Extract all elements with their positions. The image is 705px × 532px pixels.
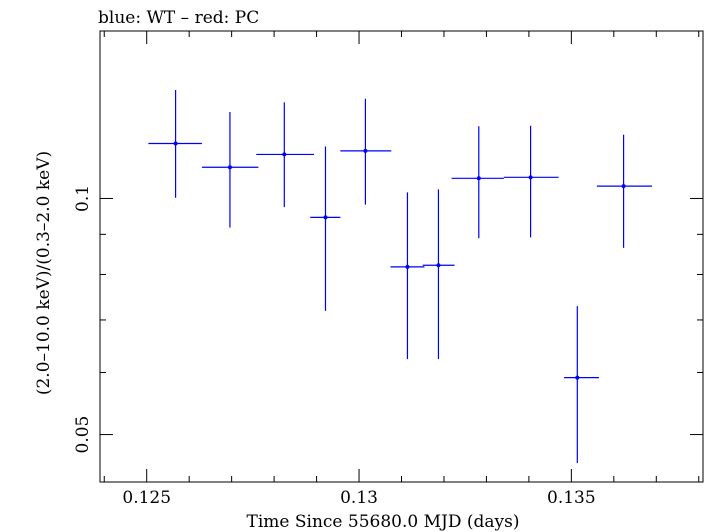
y-tick-label: 0.1: [73, 185, 93, 212]
data-point-group: [596, 134, 653, 248]
data-point-group: [148, 89, 202, 198]
x-axis-label: Time Since 55680.0 MJD (days): [247, 512, 520, 532]
data-point: [621, 184, 626, 189]
plot-frame: [99, 30, 704, 483]
chart-title: blue: WT – red: PC: [98, 8, 259, 28]
y-tick-label: 0.05: [73, 416, 93, 454]
data-point: [227, 165, 232, 170]
data-point: [575, 375, 580, 380]
y-axis-label: (2.0–10.0 keV)/(0.3–2.0 keV): [34, 151, 54, 395]
data-point-group: [503, 125, 559, 238]
data-point-group: [422, 189, 455, 360]
data-point: [528, 175, 533, 180]
x-tick-label: 0.135: [547, 488, 596, 508]
data-point: [476, 176, 481, 181]
data-point: [173, 141, 178, 146]
data-point-group: [564, 306, 599, 463]
data-point: [282, 152, 287, 157]
data-point: [363, 148, 368, 153]
data-point: [323, 215, 328, 220]
data-point: [405, 264, 410, 269]
data-point-group: [390, 192, 425, 360]
data-point-group: [451, 126, 504, 239]
data-point-group: [201, 111, 259, 228]
data-marks: [148, 89, 653, 463]
x-tick-label: 0.125: [122, 488, 171, 508]
x-tick-label: 0.13: [340, 488, 378, 508]
axis-ticks: [100, 31, 703, 482]
tick-labels: 0.125 0.13 0.135 0.05 0.1: [73, 185, 596, 508]
data-point-group: [340, 98, 392, 205]
data-point-group: [256, 102, 315, 208]
data-point-group: [310, 146, 341, 311]
data-point: [436, 263, 441, 268]
